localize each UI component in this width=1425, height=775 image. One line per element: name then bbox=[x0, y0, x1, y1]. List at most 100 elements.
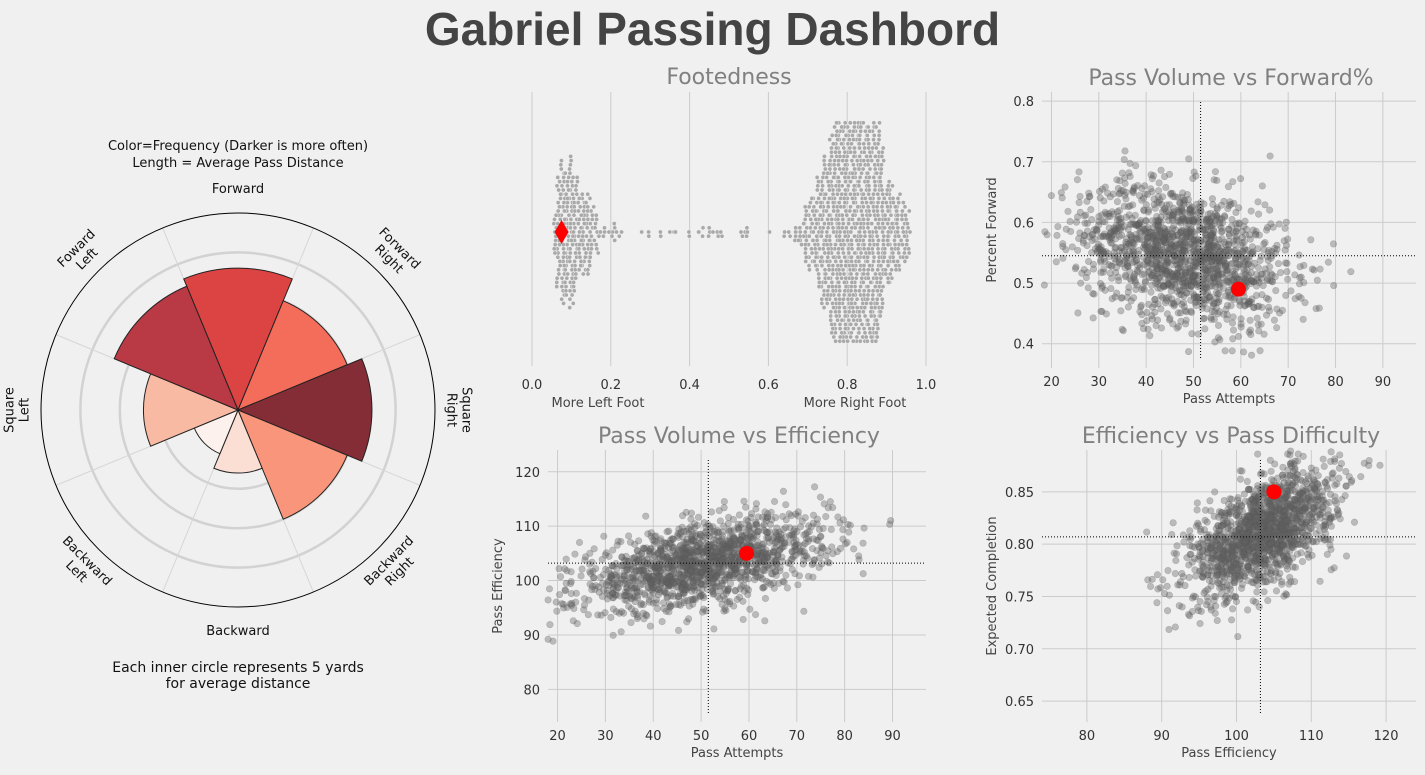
sc1-point bbox=[1268, 271, 1276, 279]
polar-direction-label: ForwardRight bbox=[365, 225, 423, 283]
sc1-point bbox=[1207, 297, 1215, 305]
footedness-point bbox=[558, 166, 564, 172]
sc1-point bbox=[1222, 277, 1230, 285]
footedness-point bbox=[873, 217, 878, 222]
footedness-point bbox=[839, 141, 844, 147]
sc2-point bbox=[644, 530, 652, 538]
sc2-point bbox=[689, 537, 697, 545]
footedness-point bbox=[826, 196, 832, 201]
footedness-point bbox=[826, 221, 832, 226]
sc2-point bbox=[684, 596, 692, 604]
sc1-point bbox=[1232, 235, 1240, 243]
sc1-point bbox=[1272, 287, 1280, 295]
sc1-point bbox=[1053, 231, 1061, 240]
sc1-point bbox=[1200, 240, 1208, 248]
polar-annotation-top: Color=Frequency (Darker is more often) bbox=[108, 139, 368, 154]
sc1-point bbox=[1308, 265, 1316, 273]
footedness-point bbox=[846, 309, 852, 315]
footedness-point bbox=[881, 242, 886, 247]
sc1-point bbox=[1120, 247, 1129, 255]
footedness-point bbox=[836, 292, 842, 298]
sc2-point bbox=[752, 569, 760, 577]
footedness-point bbox=[865, 179, 871, 184]
footedness-point bbox=[878, 309, 883, 315]
sc3-y-tick-label: 0.85 bbox=[1005, 486, 1034, 501]
sc3-point bbox=[1236, 475, 1245, 483]
footedness-point bbox=[566, 187, 571, 193]
sc2-point bbox=[802, 552, 810, 560]
footedness-point bbox=[825, 200, 831, 205]
sc1-point bbox=[1043, 231, 1051, 239]
footedness-point bbox=[880, 284, 886, 289]
footedness-point bbox=[841, 280, 847, 285]
sc2-point bbox=[801, 514, 809, 522]
sc1-point bbox=[1154, 221, 1162, 229]
sc1-point bbox=[1232, 255, 1240, 263]
sc1-point bbox=[1198, 225, 1206, 233]
sc2-point bbox=[609, 631, 617, 639]
sc1-point bbox=[1084, 284, 1092, 292]
footedness-point bbox=[824, 175, 829, 180]
sc2-point bbox=[584, 611, 592, 619]
sc1-point bbox=[1241, 217, 1249, 225]
sc2-y-tick-label: 100 bbox=[515, 575, 540, 590]
sc1-point bbox=[1191, 250, 1199, 258]
sc1-point bbox=[1183, 228, 1191, 236]
footedness-point bbox=[864, 301, 869, 306]
footedness-point bbox=[836, 309, 842, 315]
sc1-point bbox=[1122, 235, 1131, 243]
sc1-point bbox=[1119, 187, 1127, 195]
sc1-point bbox=[1295, 251, 1303, 259]
sc1-point bbox=[1169, 248, 1178, 256]
footedness-point bbox=[814, 267, 820, 273]
sc1-point bbox=[1163, 281, 1171, 290]
footedness-point bbox=[848, 271, 854, 277]
footedness-point bbox=[880, 191, 886, 197]
footedness-point bbox=[816, 196, 821, 201]
footedness-point bbox=[824, 242, 830, 247]
sc1-highlight-point bbox=[1230, 281, 1246, 297]
footedness-point bbox=[825, 170, 831, 176]
footedness-point bbox=[819, 187, 825, 193]
footedness-point bbox=[786, 229, 792, 235]
footedness-point bbox=[832, 170, 837, 176]
footedness-point bbox=[829, 322, 835, 327]
sc1-point bbox=[1106, 212, 1114, 221]
footedness-point bbox=[833, 242, 838, 247]
footedness-point bbox=[826, 275, 832, 281]
sc3-point bbox=[1291, 563, 1300, 572]
footedness-point bbox=[883, 217, 888, 222]
footedness-point bbox=[862, 145, 868, 151]
footedness-point bbox=[865, 158, 871, 163]
sc1-point bbox=[1227, 302, 1235, 310]
sc2-point bbox=[561, 587, 570, 595]
sc1-point bbox=[1160, 173, 1169, 181]
footedness-point bbox=[639, 229, 644, 235]
sc1-point bbox=[1227, 260, 1235, 268]
sc1-point bbox=[1223, 266, 1231, 275]
footedness-point bbox=[850, 175, 856, 180]
sc1-point bbox=[1162, 235, 1171, 244]
sc1-point bbox=[1212, 289, 1220, 297]
footedness-point bbox=[582, 254, 588, 260]
sc1-point bbox=[1278, 306, 1287, 315]
footedness-point bbox=[900, 208, 905, 214]
sc2-point bbox=[637, 601, 645, 609]
footedness-point bbox=[851, 128, 856, 134]
polar-wedge bbox=[237, 409, 348, 520]
footedness-point bbox=[588, 250, 593, 256]
sc2-point bbox=[577, 572, 585, 580]
sc2-point bbox=[609, 605, 617, 613]
footedness-point bbox=[557, 179, 562, 184]
sc1-point bbox=[1232, 208, 1240, 217]
sc2-x-tick-label: 80 bbox=[836, 729, 853, 744]
footedness-point bbox=[861, 292, 867, 298]
sc1-point bbox=[1061, 183, 1069, 191]
footedness-point bbox=[850, 196, 855, 201]
footedness-point bbox=[810, 208, 816, 214]
footedness-point bbox=[864, 200, 869, 205]
footedness-point bbox=[842, 309, 848, 315]
sc3-point bbox=[1153, 571, 1162, 579]
footedness-point bbox=[875, 158, 881, 163]
sc1-point bbox=[1218, 235, 1226, 243]
